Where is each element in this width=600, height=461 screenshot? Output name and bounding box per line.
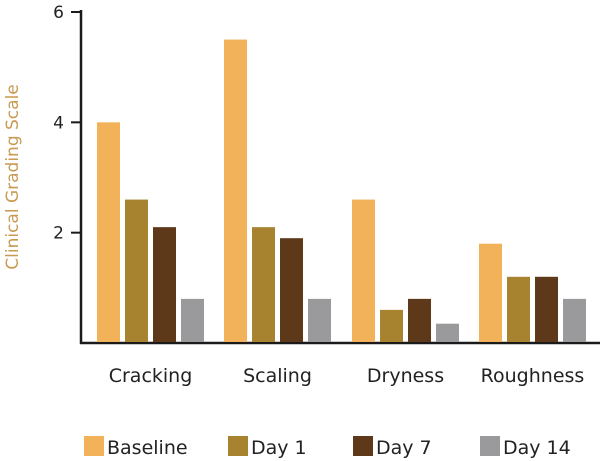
y-tick-label: 4 <box>53 113 64 133</box>
legend-swatch <box>228 436 248 456</box>
x-tick-label: Dryness <box>367 365 444 387</box>
y-axis-title: Clinical Grading Scale <box>3 84 23 270</box>
bar-roughness-day-14 <box>563 298 586 342</box>
x-tick-label: Roughness <box>481 365 585 387</box>
bar-cracking-day-14 <box>181 298 204 342</box>
bar-cracking-baseline <box>97 122 120 342</box>
bar-scaling-baseline <box>224 39 247 342</box>
bar-dryness-day-1 <box>380 309 403 342</box>
x-tick-label: Scaling <box>243 365 312 387</box>
legend-item: Day 7 <box>353 436 432 459</box>
bar-dryness-day-14 <box>436 323 459 342</box>
x-tick-label: Cracking <box>109 365 193 387</box>
bar-cracking-day-1 <box>125 199 148 342</box>
legend-swatch <box>353 436 373 456</box>
bar-dryness-day-7 <box>408 298 431 342</box>
legend: Baseline Day 1 Day 7 Day 14 <box>84 436 571 459</box>
plot-area: 2 4 6 Cracking Scaling Dryness Roughness <box>53 3 600 387</box>
legend-swatch <box>84 436 104 456</box>
legend-label: Baseline <box>107 437 188 459</box>
bar-cracking-day-7 <box>153 227 176 342</box>
bar-roughness-baseline <box>479 243 502 342</box>
bar-roughness-day-7 <box>535 276 558 342</box>
bar-scaling-day-14 <box>308 298 331 342</box>
legend-swatch <box>480 436 500 456</box>
y-tick-label: 2 <box>53 224 64 244</box>
bar-scaling-day-7 <box>280 238 303 342</box>
legend-item: Day 1 <box>228 436 307 459</box>
legend-item: Baseline <box>84 436 188 459</box>
bar-dryness-baseline <box>352 199 375 342</box>
legend-item: Day 14 <box>480 436 571 459</box>
bar-roughness-day-1 <box>507 276 530 342</box>
legend-label: Day 1 <box>251 437 307 459</box>
legend-label: Day 7 <box>376 437 432 459</box>
y-tick-label: 6 <box>53 3 64 23</box>
bar-scaling-day-1 <box>252 227 275 342</box>
legend-label: Day 14 <box>503 437 571 459</box>
